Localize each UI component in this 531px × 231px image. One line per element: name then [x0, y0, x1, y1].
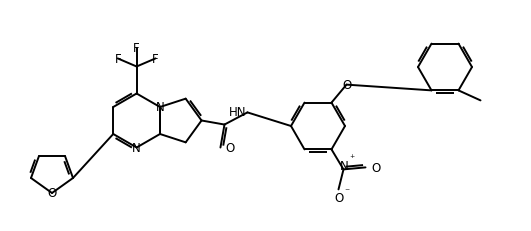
Text: ⁻: ⁻ [344, 187, 349, 197]
Text: ⁺: ⁺ [349, 154, 354, 164]
Text: O: O [372, 161, 381, 174]
Text: N: N [340, 159, 349, 172]
Text: N: N [156, 101, 165, 114]
Text: F: F [114, 53, 121, 66]
Text: O: O [334, 191, 343, 204]
Text: O: O [342, 79, 351, 92]
Text: N: N [132, 141, 141, 154]
Text: F: F [152, 53, 159, 66]
Text: HN: HN [229, 105, 246, 118]
Text: O: O [47, 187, 57, 200]
Text: O: O [226, 141, 235, 154]
Text: F: F [133, 42, 140, 55]
